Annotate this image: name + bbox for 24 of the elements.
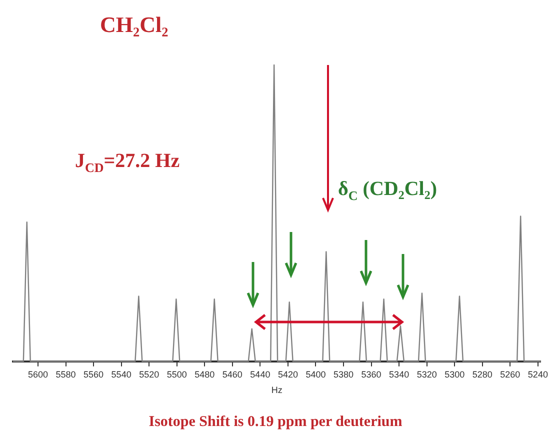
x-tick-label: 5360 — [361, 369, 382, 380]
x-tick-label: 5540 — [111, 369, 132, 380]
x-tick-label: 5400 — [306, 369, 326, 380]
x-tick-label: 5600 — [28, 369, 48, 380]
x-tick-label: 5440 — [250, 369, 270, 380]
x-tick-label: 5520 — [139, 369, 160, 380]
x-tick-label: 5580 — [56, 369, 76, 380]
annotation: J$_{CD}$=27.2 Hz — [75, 150, 180, 176]
x-tick-label: 5320 — [416, 369, 437, 380]
x-tick-label: 5300 — [444, 369, 465, 380]
x-tick-label: 5340 — [389, 369, 410, 380]
text: Isotope Shift is 0.19 ppm per deuterium — [148, 414, 404, 431]
x-tick-label: 5500 — [166, 369, 187, 380]
x-tick-label: 5380 — [334, 369, 354, 380]
x-tick-label: 5560 — [84, 369, 104, 380]
x-tick-label: 5420 — [278, 369, 298, 380]
x-tick-label: 5460 — [222, 369, 242, 380]
x-tick-label: 5280 — [472, 369, 492, 380]
x-axis-title: Hz — [271, 385, 283, 396]
chart-title: CH₂Cl₂ — [100, 12, 168, 38]
annotation: δ$_{C}$ (CD₂Cl₂) — [338, 178, 437, 204]
x-tick-label: 5480 — [194, 369, 215, 380]
x-tick-label: 5260 — [500, 369, 520, 380]
x-tick-label: 5240 — [528, 369, 548, 380]
